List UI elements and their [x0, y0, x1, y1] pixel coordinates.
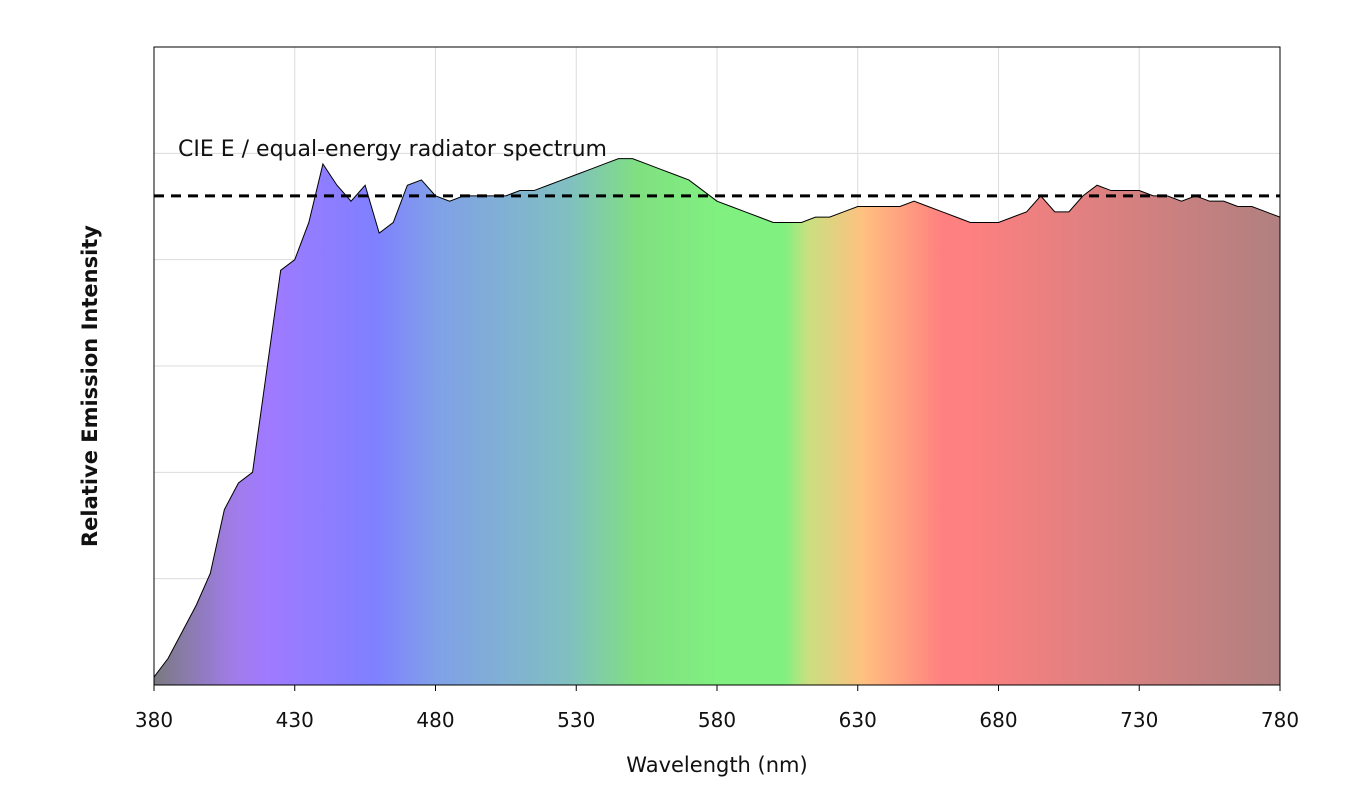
- reference-label: CIE E / equal-energy radiator spectrum: [178, 137, 607, 162]
- spectrum-line: [153, 158, 1281, 678]
- x-axis-title: Wavelength (nm): [626, 753, 807, 777]
- x-tick-label: 630: [839, 708, 877, 732]
- x-tick-label: 780: [1261, 708, 1299, 732]
- x-tick-label: 530: [557, 708, 595, 732]
- spectrum-area: [154, 158, 1280, 685]
- x-tick-label: 730: [1120, 708, 1158, 732]
- y-axis-title: Relative Emission Intensity: [78, 225, 102, 547]
- x-tick-label: 680: [979, 708, 1017, 732]
- x-tick-label: 380: [135, 708, 173, 732]
- x-tick-label: 580: [698, 708, 736, 732]
- x-tick-label: 430: [276, 708, 314, 732]
- plot-frame: [153, 46, 1281, 686]
- x-tick-label: 480: [416, 708, 454, 732]
